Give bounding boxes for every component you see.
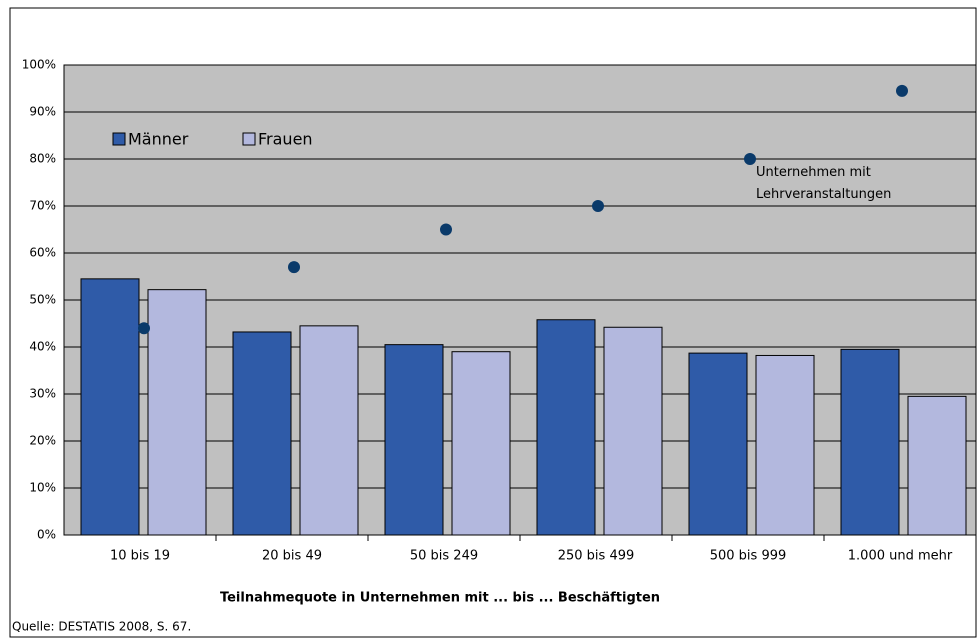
legend-swatch [242, 132, 256, 146]
dot [138, 322, 150, 335]
legend-label: Frauen [258, 130, 313, 149]
bar [536, 319, 596, 536]
bar [451, 351, 511, 536]
bar [80, 278, 140, 536]
dot [592, 200, 604, 212]
y-tick-label: 80% [29, 152, 56, 166]
dot [896, 84, 908, 97]
x-tick-label: 1.000 und mehr [848, 549, 953, 564]
x-tick-label: 50 bis 249 [410, 549, 478, 564]
y-tick-label: 20% [29, 434, 56, 448]
bar [907, 395, 967, 536]
legend-label: Männer [128, 130, 189, 149]
y-tick-label: 0% [37, 528, 56, 542]
y-tick-label: 10% [29, 481, 56, 495]
bar [299, 325, 359, 536]
x-tick-label: 20 bis 49 [262, 549, 322, 564]
source: Quelle: DESTATIS 2008, S. 67. [12, 620, 191, 634]
y-tick-label: 30% [29, 387, 56, 401]
dot [744, 153, 756, 165]
bar [840, 348, 900, 536]
bar [755, 354, 815, 536]
bar [232, 331, 292, 536]
x-tick-label: 10 bis 19 [110, 549, 170, 564]
y-tick-label: 40% [29, 340, 56, 354]
y-tick-label: 60% [29, 246, 56, 260]
bar [147, 289, 207, 536]
dot [440, 223, 452, 236]
x-axis-title: Teilnahmequote in Unternehmen mit ... bi… [220, 591, 660, 606]
y-tick-label: 100% [22, 58, 56, 72]
y-tick-label: 90% [29, 105, 56, 119]
y-tick-label: 50% [29, 293, 56, 307]
bar [603, 326, 663, 536]
series-annotation: Unternehmen mit Lehrveranstaltungen [756, 165, 892, 202]
dot [288, 261, 300, 274]
x-tick-label: 250 bis 499 [558, 549, 635, 564]
bar [384, 344, 444, 536]
y-tick-label: 70% [29, 199, 56, 213]
bar [688, 352, 748, 536]
legend-swatch [112, 132, 126, 146]
x-tick-label: 500 bis 999 [710, 549, 787, 564]
